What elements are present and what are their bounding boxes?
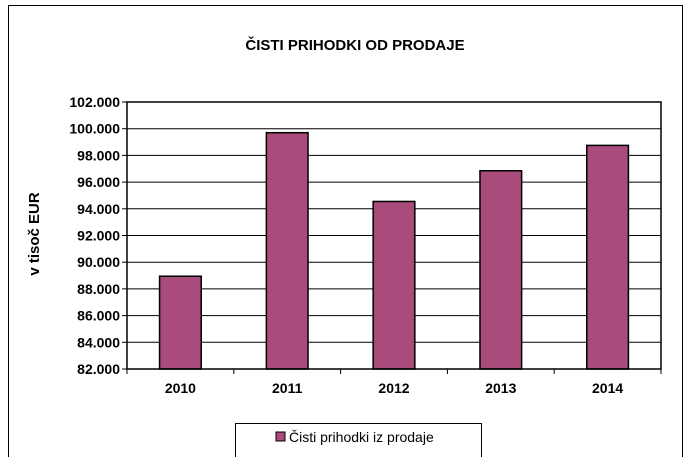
- chart-title: ČISTI PRIHODKI OD PRODAJE: [245, 36, 464, 54]
- y-tick-label: 98.000: [77, 147, 120, 163]
- bar-2014: [586, 144, 630, 370]
- x-tick-labels: 2010 2011 2012 2013 2014: [126, 369, 662, 396]
- x-tick-label: 2012: [378, 380, 409, 396]
- y-axis-label: v tisoč EUR: [26, 192, 43, 276]
- x-tick-label: 2010: [165, 380, 196, 396]
- bar-2011: [265, 131, 309, 370]
- chart-border: [8, 5, 683, 457]
- y-tick-label: 102.000: [69, 94, 120, 110]
- x-tick-label: 2013: [485, 380, 516, 396]
- y-tick-label: 82.000: [77, 361, 120, 377]
- y-tick-label: 92.000: [77, 228, 120, 244]
- y-tick-label: 96.000: [77, 174, 120, 190]
- legend-label: Čisti prihodki iz prodaje: [289, 429, 434, 445]
- y-tick-label: 94.000: [77, 201, 120, 217]
- y-tick-label: 100.000: [69, 121, 120, 137]
- x-tick-label: 2014: [592, 380, 623, 396]
- bar-2010: [158, 275, 202, 370]
- plot-area-border: [126, 101, 662, 370]
- legend-swatch: [275, 431, 286, 442]
- y-tick-label: 88.000: [77, 281, 120, 297]
- y-tick-label: 86.000: [77, 308, 120, 324]
- y-tick-labels: 82.000 84.000 86.000 88.000 90.000 92.000 94.0…: [69, 94, 120, 377]
- bar-2013: [479, 170, 523, 370]
- y-tick-label: 84.000: [77, 334, 120, 350]
- x-tick-label: 2011: [272, 380, 303, 396]
- legend: Čisti prihodki iz prodaje: [235, 423, 482, 457]
- bar-2012: [372, 200, 416, 370]
- y-tick-label: 90.000: [77, 254, 120, 270]
